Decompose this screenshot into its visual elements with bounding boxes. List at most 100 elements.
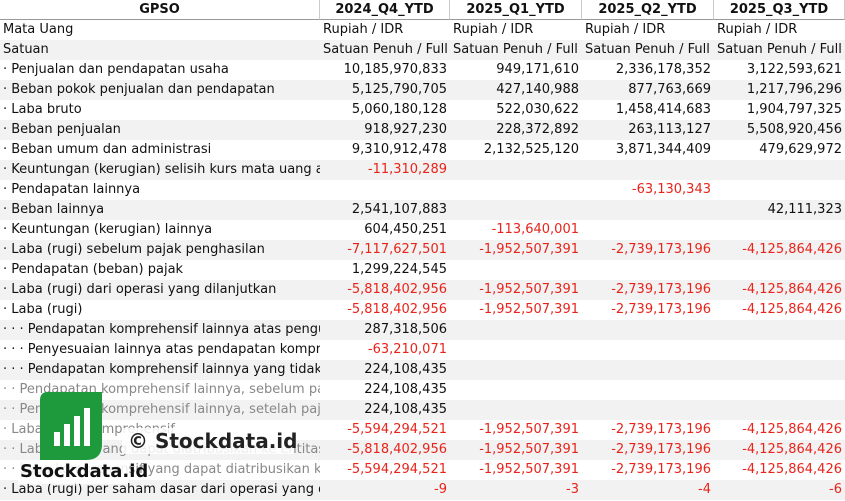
info-cell: Rupiah / IDR [585, 22, 666, 37]
row-background [0, 400, 845, 420]
row-background [0, 180, 845, 200]
value-cell: 10,185,970,833 [343, 62, 447, 77]
row-background [0, 260, 845, 280]
row-label: · · · Pendapatan komprehensif lainnya ya… [3, 362, 320, 377]
value-cell: 1,217,796,296 [746, 82, 842, 97]
value-cell: 5,508,920,456 [746, 122, 842, 137]
value-cell: 224,108,435 [364, 402, 447, 417]
row-label: · Beban umum dan administrasi [3, 142, 212, 157]
value-cell: -4,125,864,426 [742, 282, 842, 297]
row-background [0, 460, 845, 480]
value-cell: 2,132,525,120 [483, 142, 579, 157]
value-cell: -1,952,507,391 [479, 282, 579, 297]
row-background [0, 200, 845, 220]
info-cell: Rupiah / IDR [717, 22, 798, 37]
value-cell: 1,458,414,683 [615, 102, 711, 117]
value-cell: 604,450,251 [364, 222, 447, 237]
header-cell: 2025_Q3_YTD [714, 0, 845, 20]
value-cell: -1,952,507,391 [479, 442, 579, 457]
info-cell: Satuan Penuh / Full A [453, 42, 582, 57]
value-cell: -63,130,343 [631, 182, 711, 197]
value-cell: 3,122,593,621 [746, 62, 842, 77]
row-label: · Laba (rugi) [3, 302, 83, 317]
row-background [0, 140, 845, 160]
value-cell: 918,927,230 [364, 122, 447, 137]
row-label: Mata Uang [3, 22, 74, 37]
row-label: · Beban pokok penjualan dan pendapatan [3, 82, 275, 97]
info-cell: Satuan Penuh / Full A [585, 42, 714, 57]
value-cell: -2,739,173,196 [611, 462, 711, 477]
row-label: · Keuntungan (kerugian) lainnya [3, 222, 213, 237]
value-cell: -3 [566, 482, 579, 497]
value-cell: 3,871,344,409 [615, 142, 711, 157]
value-cell: -2,739,173,196 [611, 442, 711, 457]
row-background [0, 240, 845, 260]
value-cell: 522,030,622 [496, 102, 579, 117]
row-label: · · · Penyesuaian lainnya atas pendapata… [3, 342, 320, 357]
header-cell: 2024_Q4_YTD [320, 0, 450, 20]
row-label: · · Laba komprehensif yang dapat diatrib… [3, 462, 320, 477]
value-cell: -4 [698, 482, 711, 497]
value-cell: -63,210,071 [367, 342, 447, 357]
value-cell: 949,171,610 [496, 62, 579, 77]
value-cell: 427,140,988 [496, 82, 579, 97]
value-cell: -5,818,402,956 [347, 302, 447, 317]
row-background [0, 20, 845, 40]
info-cell: Rupiah / IDR [323, 22, 404, 37]
value-cell: -1,952,507,391 [479, 242, 579, 257]
value-cell: -2,739,173,196 [611, 282, 711, 297]
row-label: · Laba (rugi) per saham dasar dari opera… [3, 482, 320, 497]
row-label: · Pendapatan (beban) pajak [3, 262, 184, 277]
value-cell: -5,818,402,956 [347, 282, 447, 297]
row-label: · Pendapatan lainnya [3, 182, 141, 197]
value-cell: 1,299,224,545 [351, 262, 447, 277]
value-cell: 5,125,790,705 [351, 82, 447, 97]
row-label: · · Laba (rugi) yang dapat diatribusikan… [3, 442, 320, 457]
row-background [0, 60, 845, 80]
row-background [0, 220, 845, 240]
row-background [0, 280, 845, 300]
row-label: · Laba (rugi) komprehensif [3, 422, 175, 437]
header-cell: 2025_Q1_YTD [450, 0, 582, 20]
row-background [0, 360, 845, 380]
value-cell: -9 [434, 482, 447, 497]
value-cell: 287,318,506 [364, 322, 447, 337]
row-label: · · Pendapatan komprehensif lainnya, set… [3, 402, 320, 417]
row-label: · Laba (rugi) sebelum pajak penghasilan [3, 242, 265, 257]
row-label: Satuan [3, 42, 49, 57]
value-cell: 9,310,912,478 [351, 142, 447, 157]
value-cell: 42,111,323 [767, 202, 842, 217]
value-cell: -2,739,173,196 [611, 302, 711, 317]
value-cell: 5,060,180,128 [351, 102, 447, 117]
row-label: · Laba (rugi) dari operasi yang dilanjut… [3, 282, 277, 297]
value-cell: -4,125,864,426 [742, 242, 842, 257]
value-cell: 2,541,107,883 [351, 202, 447, 217]
row-background [0, 40, 845, 60]
row-background [0, 80, 845, 100]
value-cell: -5,594,294,521 [347, 422, 447, 437]
value-cell: -5,594,294,521 [347, 462, 447, 477]
row-background [0, 380, 845, 400]
info-cell: Rupiah / IDR [453, 22, 534, 37]
value-cell: -2,739,173,196 [611, 242, 711, 257]
row-label: · Beban penjualan [3, 122, 121, 137]
value-cell: -1,952,507,391 [479, 462, 579, 477]
row-background [0, 320, 845, 340]
value-cell: -4,125,864,426 [742, 302, 842, 317]
value-cell: 2,336,178,352 [615, 62, 711, 77]
value-cell: -4,125,864,426 [742, 462, 842, 477]
row-background [0, 100, 845, 120]
value-cell: -7,117,627,501 [347, 242, 447, 257]
value-cell: -4,125,864,426 [742, 422, 842, 437]
row-label: · · · Pendapatan komprehensif lainnya at… [3, 322, 320, 337]
header-cell: 2025_Q2_YTD [582, 0, 714, 20]
value-cell: -11,310,289 [367, 162, 447, 177]
info-cell: Satuan Penuh / Full A [323, 42, 450, 57]
value-cell: 228,372,892 [496, 122, 579, 137]
value-cell: -5,818,402,956 [347, 442, 447, 457]
row-label: · Penjualan dan pendapatan usaha [3, 62, 229, 77]
value-cell: 1,904,797,325 [746, 102, 842, 117]
header-cell: GPSO [0, 0, 320, 20]
value-cell: 263,113,127 [628, 122, 711, 137]
value-cell: 877,763,669 [628, 82, 711, 97]
